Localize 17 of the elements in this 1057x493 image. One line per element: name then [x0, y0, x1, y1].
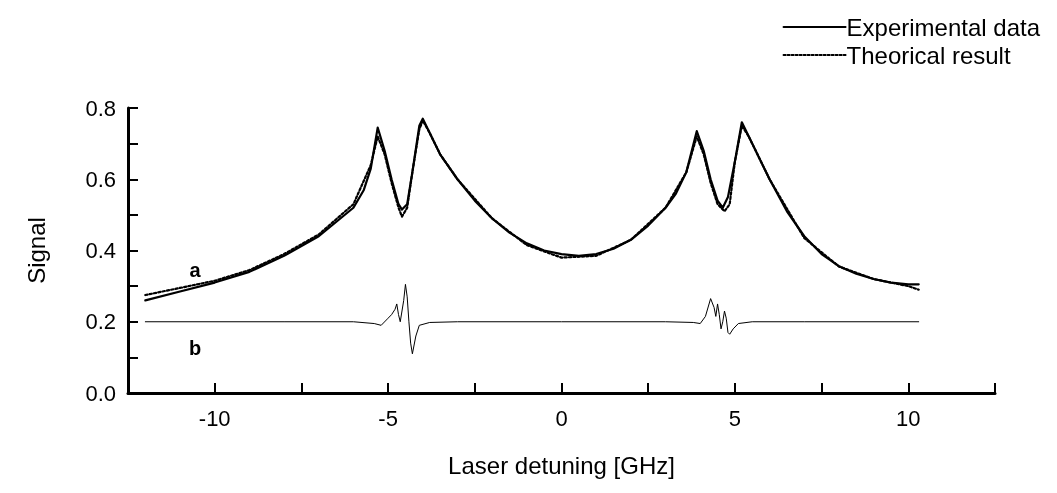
annotation: a [189, 259, 202, 281]
y-tick-label: 0.6 [85, 166, 116, 192]
y-tick-label: 0.4 [85, 238, 116, 263]
x-tick-label: -10 [198, 405, 231, 431]
y-tick-label: 0.8 [85, 95, 116, 121]
legend-label: Theorical result [846, 41, 1011, 69]
x-tick-label: 5 [728, 405, 742, 431]
x-tick-label: 0 [555, 405, 568, 431]
line-series [144, 283, 920, 355]
x-tick-label: 10 [896, 405, 921, 431]
y-tick-label: 0.0 [85, 380, 116, 406]
x-tick-label: -5 [378, 405, 398, 431]
legend-label: Experimental data [846, 13, 1041, 41]
annotation: b [188, 337, 202, 359]
x-axis-title: Laser detuning [GHz] [448, 451, 675, 479]
y-tick-label: 0.2 [85, 309, 116, 335]
y-axis-title: Signal [22, 217, 50, 284]
